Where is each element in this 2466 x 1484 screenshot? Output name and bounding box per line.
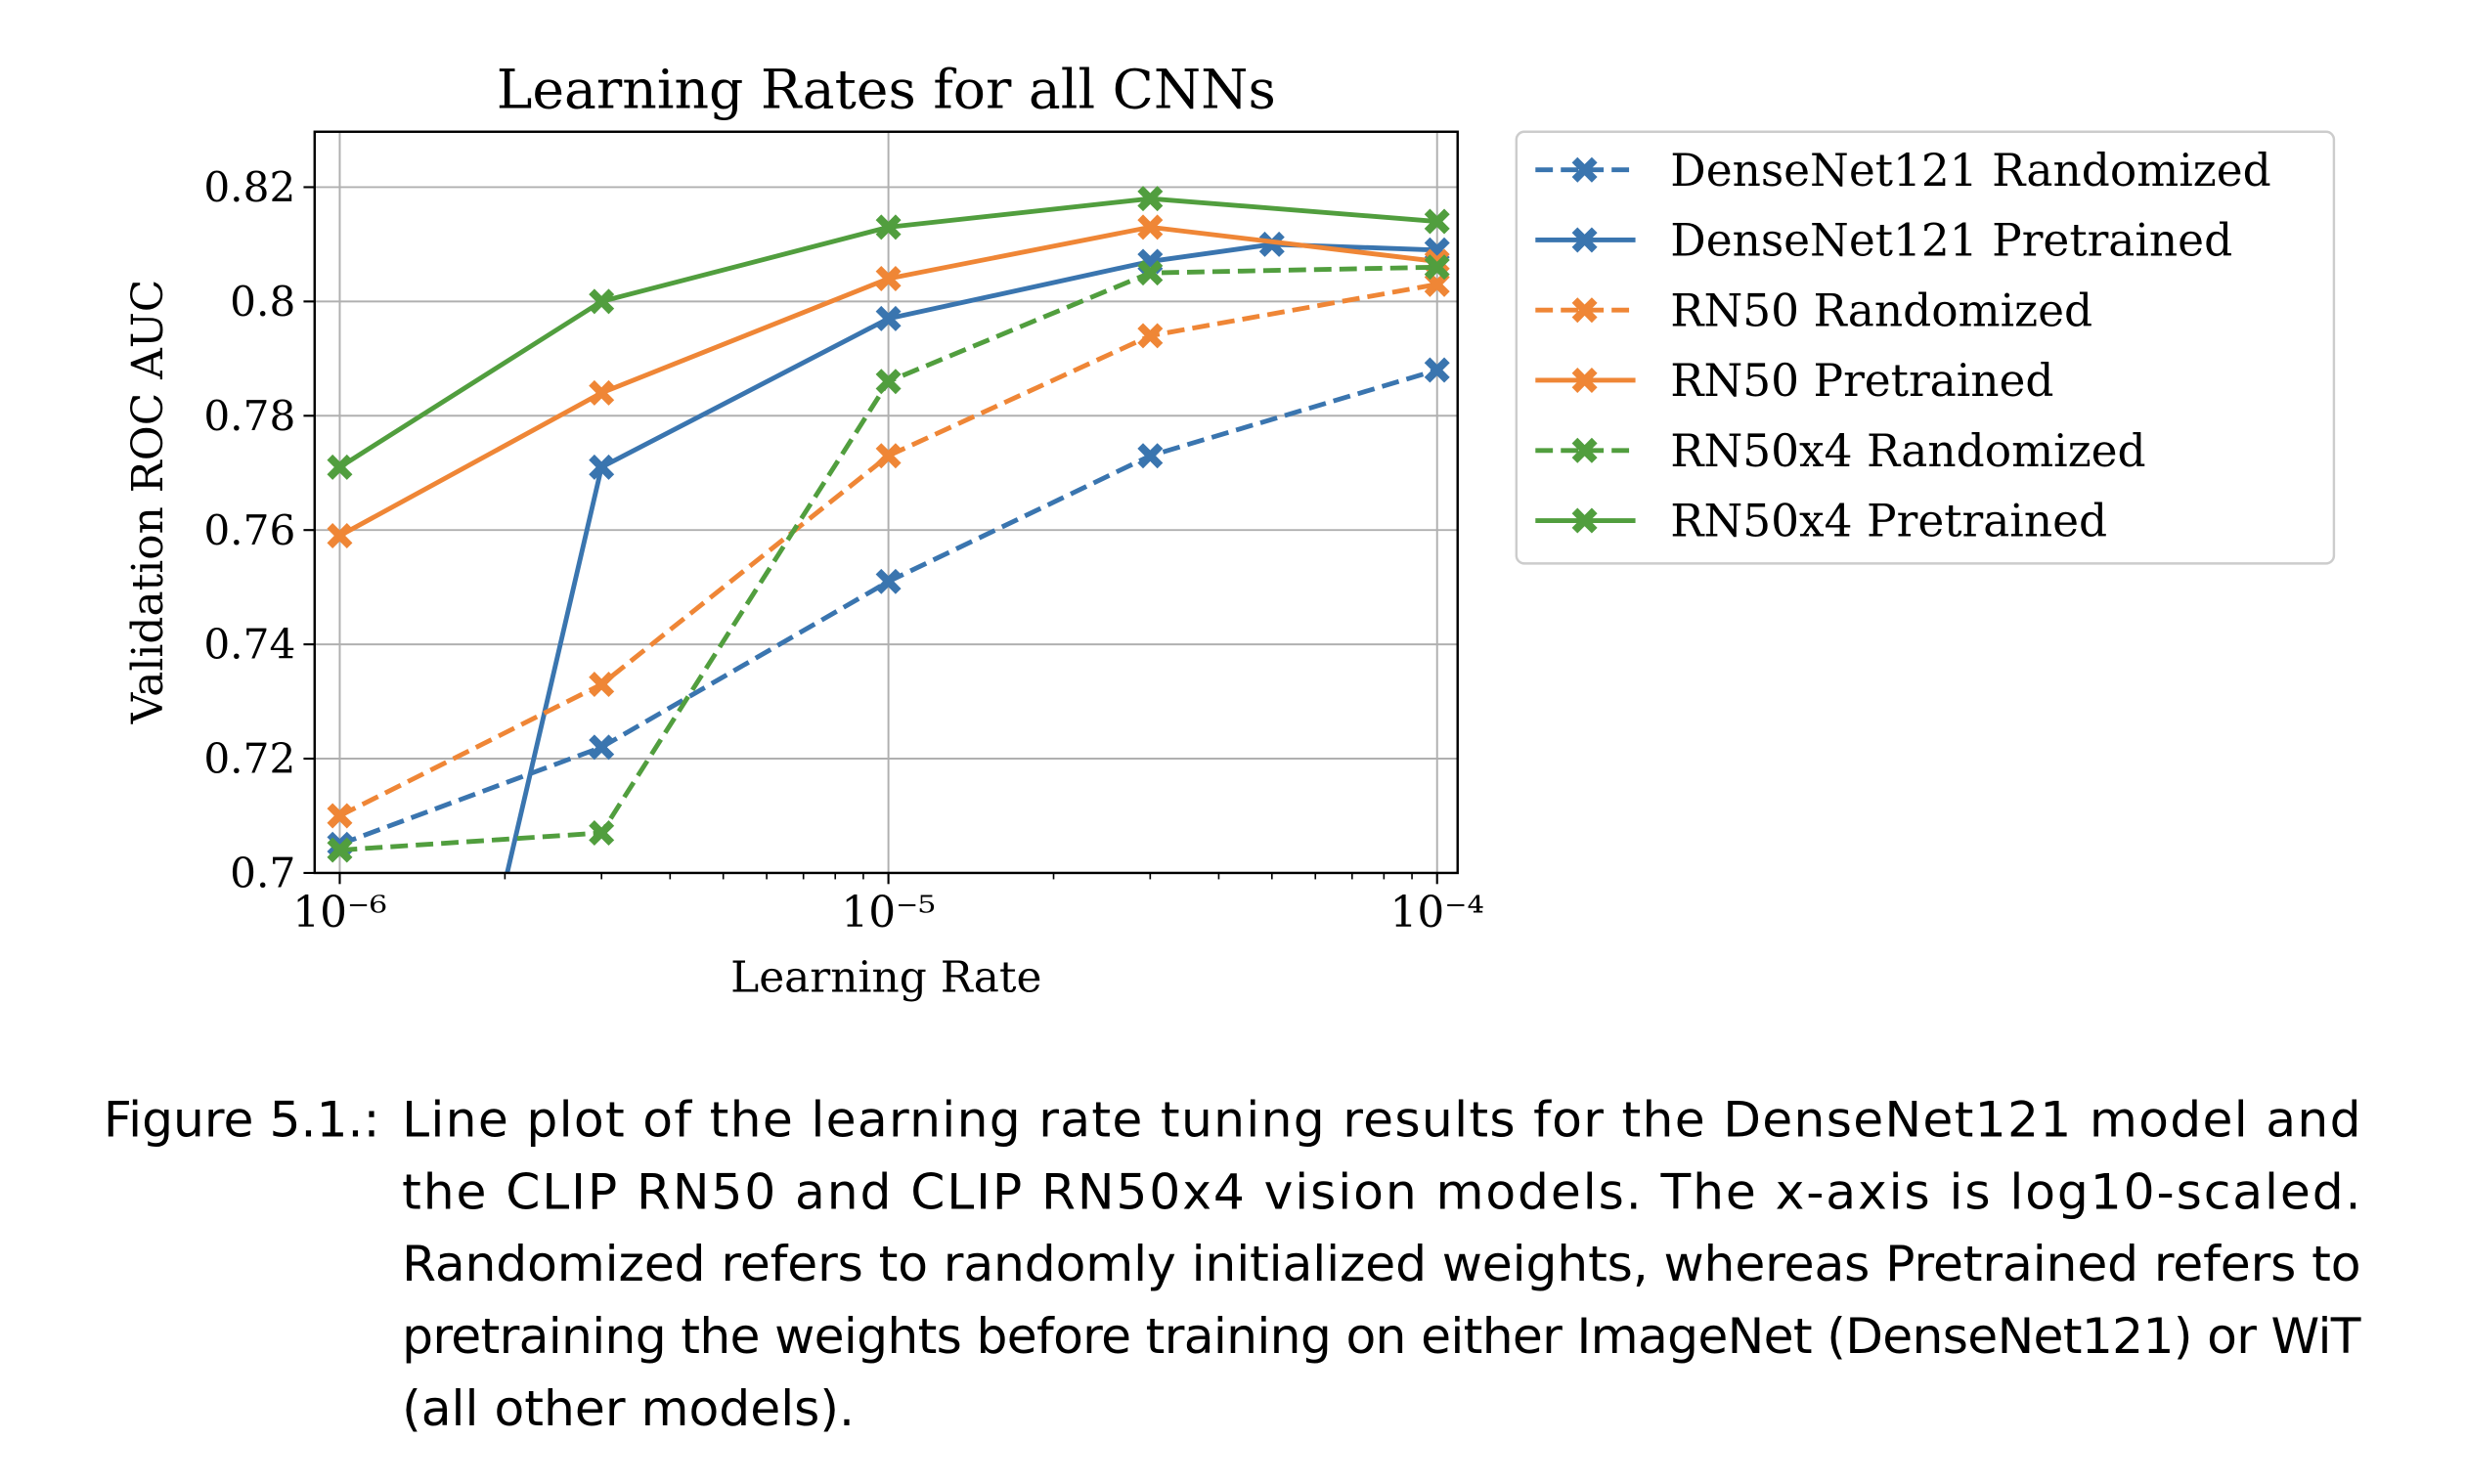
legend-label: DenseNet121 Pretrained (1670, 215, 2232, 267)
y-tick-label: 0.8 (230, 278, 295, 326)
x-tick-label: 10⁻⁵ (841, 888, 935, 938)
marker (327, 523, 353, 549)
marker (1137, 323, 1164, 349)
legend-marker (1571, 156, 1598, 183)
marker (1137, 214, 1164, 240)
legend-box (1515, 130, 2336, 565)
legend-label: RN50x4 Pretrained (1670, 496, 2107, 547)
legend-marker (1571, 437, 1598, 463)
marker (875, 214, 902, 240)
y-tick-label: 0.76 (203, 506, 295, 554)
legend-marker (1571, 368, 1598, 393)
marker (1424, 254, 1450, 281)
caption-line: the CLIP RN50 and CLIP RN50x4 vision mod… (402, 1162, 2360, 1220)
marker (589, 454, 615, 480)
marker (327, 803, 353, 829)
plot-area (327, 186, 1450, 873)
y-tick-label: 0.74 (203, 621, 295, 669)
legend-marker (1571, 507, 1598, 534)
marker (1424, 208, 1450, 235)
legend-label: RN50 Pretrained (1670, 355, 2053, 407)
y-tick-label: 0.78 (203, 392, 295, 440)
marker (1137, 186, 1164, 212)
y-tick-label: 0.72 (203, 735, 295, 783)
legend-label: RN50x4 Randomized (1670, 425, 2145, 477)
x-axis-label: Learning Rate (730, 953, 1041, 1003)
series-line (338, 282, 1438, 818)
y-tick-label: 0.7 (230, 850, 295, 897)
marker (875, 369, 902, 395)
marker (1137, 443, 1164, 469)
chart-title: Learning Rates for all CNNs (497, 59, 1276, 121)
marker (327, 837, 353, 863)
caption-label: Figure 5.1.: (104, 1090, 380, 1148)
grid (314, 131, 1458, 874)
y-tick-label: 0.82 (203, 163, 295, 211)
marker (875, 443, 902, 469)
caption-line: pretraining the weights before training … (402, 1307, 2361, 1365)
plot-frame (313, 130, 1459, 875)
marker (327, 454, 353, 480)
x-tick-label: 10⁻⁴ (1389, 888, 1483, 938)
marker (589, 379, 615, 406)
marker (589, 820, 615, 847)
legend-marker (1571, 227, 1598, 253)
legend-label: DenseNet121 Randomized (1670, 145, 2270, 196)
caption-line: Line plot of the learning rate tuning re… (402, 1090, 2360, 1148)
legend-marker (1571, 297, 1598, 324)
marker (875, 568, 902, 594)
axes: 0.7 0.72 0.74 0.76 0.78 0.8 0.82 10⁻⁶ 10⁻⁵ 10⁻⁴ (203, 163, 1484, 938)
marker (589, 288, 615, 315)
marker (875, 265, 902, 291)
marker (589, 734, 615, 761)
legend: DenseNet121 Randomized DenseNet121 Pretra… (1535, 145, 2271, 547)
x-tick-label: 10⁻⁶ (292, 888, 386, 938)
caption: Figure 5.1.: Line plot of the learning r… (104, 1090, 2361, 1436)
caption-line: (all other models). (402, 1379, 855, 1437)
marker (1424, 357, 1450, 383)
legend-label: RN50 Randomized (1670, 284, 2092, 336)
marker (589, 672, 615, 698)
y-axis-label: Validation ROC AUC (123, 280, 173, 725)
marker (1258, 231, 1285, 257)
marker (1137, 260, 1164, 286)
marker (875, 305, 902, 331)
caption-line: Randomized refers to randomly initialize… (402, 1235, 2360, 1292)
